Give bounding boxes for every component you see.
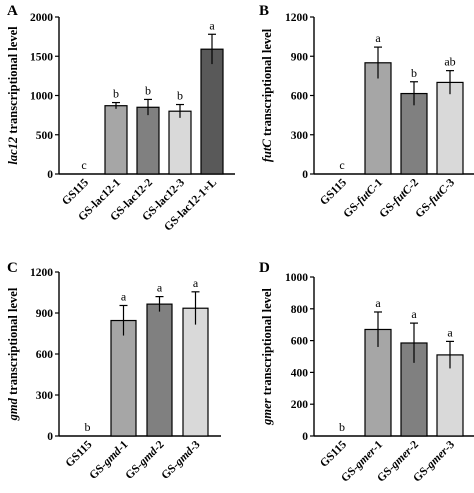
y-axis-label-text: transcriptional level: [260, 288, 274, 399]
significance-letter: a: [193, 276, 199, 290]
bar: [104, 105, 128, 175]
y-tick-label: 400: [291, 367, 309, 379]
category-label: GS115: [60, 176, 91, 207]
significance-letter: b: [411, 66, 417, 80]
panel-c-y-axis-label: gmd transcriptional level: [6, 287, 20, 421]
significance-letter: b: [177, 89, 183, 103]
bar: [182, 307, 209, 437]
bar: [436, 81, 464, 175]
y-tick-label: 200: [291, 399, 309, 411]
bar: [146, 303, 173, 437]
y-tick-label: 0: [302, 431, 308, 443]
bar: [168, 110, 192, 175]
significance-letter: b: [339, 420, 345, 434]
y-tick-label: 2000: [30, 12, 53, 24]
panel-d-letter: D: [259, 260, 270, 276]
panel-a-y-axis-label: lac12 transcriptional level: [6, 26, 20, 165]
y-tick-label: 900: [291, 51, 309, 63]
y-tick-label: 800: [291, 304, 309, 316]
y-tick-label: 600: [291, 336, 309, 348]
bar: [400, 92, 428, 175]
y-tick-label: 300: [291, 130, 309, 142]
panel-a-letter: A: [7, 3, 18, 19]
y-tick-label: 1500: [30, 51, 53, 63]
significance-letter: a: [209, 18, 215, 32]
y-axis-label-gene: lac12: [6, 137, 20, 165]
y-axis-label-gene: gmer: [260, 398, 274, 426]
significance-letter: c: [81, 158, 86, 172]
significance-letter: b: [113, 87, 119, 101]
y-axis-label-text: transcriptional level: [6, 287, 20, 398]
y-tick-label: 300: [36, 390, 54, 402]
y-axis-label-gene: gmd: [6, 397, 20, 421]
panel-c-letter: C: [7, 260, 18, 276]
y-tick-label: 1200: [30, 267, 53, 279]
category-label: GS115: [318, 176, 349, 207]
y-tick-label: 0: [47, 169, 53, 181]
y-axis-label-gene: futC: [260, 139, 274, 163]
significance-letter: ab: [444, 55, 455, 69]
y-tick-label: 900: [36, 308, 54, 320]
y-axis-label-text: transcriptional level: [260, 28, 274, 139]
category-label: GS115: [318, 438, 349, 469]
y-tick-label: 1000: [285, 272, 308, 284]
y-tick-label: 500: [36, 130, 54, 142]
category-label: GS115: [64, 438, 95, 469]
significance-letter: a: [411, 307, 417, 321]
category-label: GS-futC-3: [413, 176, 457, 220]
significance-letter: a: [157, 281, 163, 295]
y-tick-label: 0: [47, 431, 53, 443]
category-label: GS-gmd-3: [159, 438, 202, 481]
y-tick-label: 600: [291, 91, 309, 103]
significance-letter: b: [85, 420, 91, 434]
bar: [200, 48, 224, 175]
significance-letter: a: [447, 325, 453, 339]
y-axis-label-text: transcriptional level: [6, 26, 20, 137]
significance-letter: c: [339, 158, 344, 172]
significance-letter: a: [375, 31, 381, 45]
y-tick-label: 600: [36, 349, 54, 361]
panel-b-letter: B: [259, 3, 269, 19]
significance-letter: a: [121, 289, 127, 303]
y-tick-label: 0: [302, 169, 308, 181]
y-tick-label: 1200: [285, 12, 308, 24]
panel-d-y-axis-label: gmer transcriptional level: [260, 288, 274, 426]
significance-letter: a: [375, 296, 381, 310]
significance-letter: b: [145, 83, 151, 97]
panel-b-y-axis-label: futC transcriptional level: [260, 28, 274, 162]
bar: [110, 319, 137, 437]
bar: [364, 62, 392, 175]
bar: [136, 106, 160, 175]
y-tick-label: 1000: [30, 91, 53, 103]
